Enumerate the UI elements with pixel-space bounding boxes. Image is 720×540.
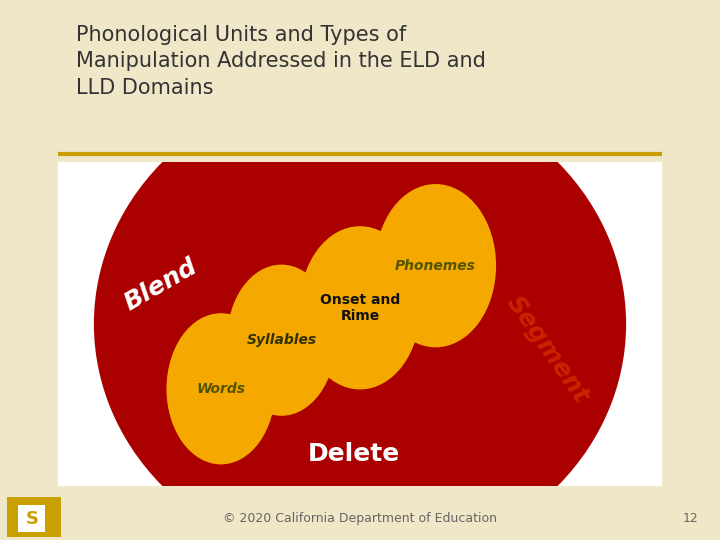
Text: Onset and
Rime: Onset and Rime <box>320 293 400 323</box>
Text: Words: Words <box>197 382 246 396</box>
Text: Delete: Delete <box>308 442 400 465</box>
Ellipse shape <box>375 184 496 347</box>
Text: Phonological Units and Types of
Manipulation Addressed in the ELD and
LLD Domain: Phonological Units and Types of Manipula… <box>76 25 485 98</box>
Ellipse shape <box>300 226 420 389</box>
FancyBboxPatch shape <box>18 505 45 532</box>
Text: Syllables: Syllables <box>246 333 316 347</box>
FancyBboxPatch shape <box>6 496 63 538</box>
Text: 12: 12 <box>683 511 698 525</box>
Text: Blend: Blend <box>120 255 201 315</box>
Ellipse shape <box>94 82 626 540</box>
Text: Segment: Segment <box>502 292 593 408</box>
Ellipse shape <box>227 265 336 416</box>
Text: S: S <box>26 510 39 528</box>
Ellipse shape <box>166 313 275 464</box>
Text: Phonemes: Phonemes <box>395 259 476 273</box>
Text: © 2020 California Department of Education: © 2020 California Department of Educatio… <box>223 511 497 525</box>
